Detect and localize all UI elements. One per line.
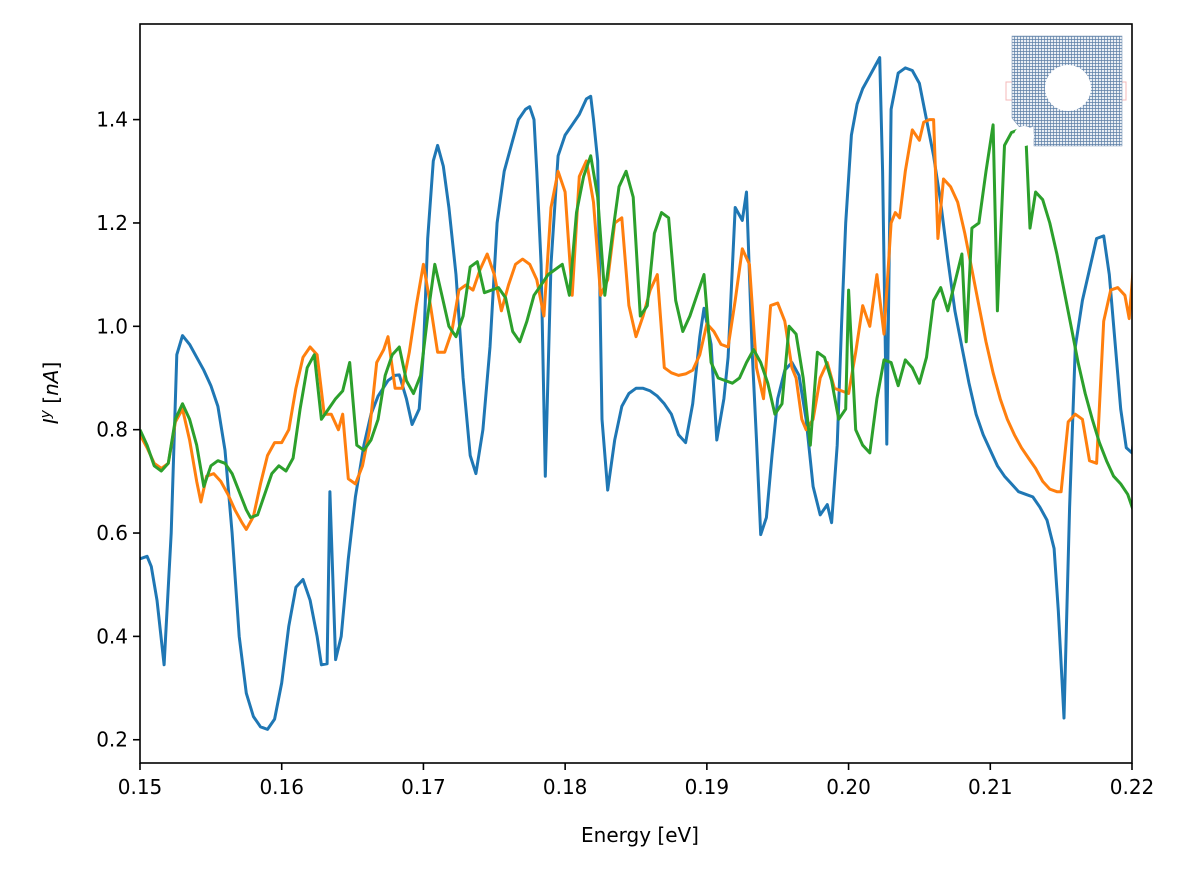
y-axis-label-unit: nA	[39, 370, 63, 396]
x-axis: 0.15 0.16 0.17 0.18 0.19 0.20 0.21 0.22	[118, 763, 1155, 799]
y-axis-label-symbol: I	[39, 418, 63, 424]
y-axis-label-bracket-open: [	[39, 396, 63, 410]
series-line-2	[140, 118, 1132, 531]
x-tick-label: 0.17	[401, 775, 446, 799]
series-layer	[140, 56, 1132, 731]
plot-frame	[139, 23, 1133, 764]
y-axis-label-superscript: y	[38, 409, 54, 419]
y-tick-label: 1.4	[96, 108, 128, 132]
x-tick-label: 0.21	[968, 775, 1013, 799]
y-axis-label: Iy [nA]	[38, 362, 63, 425]
y-tick-label: 0.8	[96, 418, 128, 442]
x-tick-label: 0.15	[118, 775, 163, 799]
y-tick-label: 1.0	[96, 314, 128, 338]
x-tick-label: 0.19	[685, 775, 730, 799]
y-tick-label: 0.4	[96, 624, 128, 648]
series-line-3	[140, 123, 1132, 519]
x-tick-label: 0.20	[826, 775, 871, 799]
inset-corner-notch	[1014, 126, 1034, 146]
x-tick-label: 0.16	[259, 775, 304, 799]
device-geometry-inset	[1005, 35, 1127, 147]
y-tick-label: 0.2	[96, 728, 128, 752]
series-line-1	[140, 56, 1132, 731]
y-axis-label-bracket-close: ]	[39, 362, 63, 370]
x-tick-label: 0.18	[543, 775, 588, 799]
y-axis: 0.2 0.4 0.6 0.8 1.0 1.2 1.4	[96, 108, 140, 752]
y-tick-label: 0.6	[96, 521, 128, 545]
inset-hole	[1045, 65, 1091, 111]
x-axis-label: Energy [eV]	[581, 823, 699, 847]
y-tick-label: 1.2	[96, 211, 128, 235]
x-tick-label: 0.22	[1110, 775, 1155, 799]
